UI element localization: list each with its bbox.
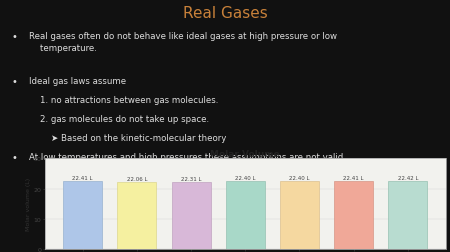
Text: •: • xyxy=(11,152,17,162)
Text: Real Gases: Real Gases xyxy=(183,6,267,21)
Title: Molar Volume: Molar Volume xyxy=(211,149,280,158)
Bar xyxy=(171,182,211,249)
Text: 22.41 L: 22.41 L xyxy=(343,176,364,180)
Bar xyxy=(226,182,265,249)
Bar xyxy=(334,182,373,249)
Text: 22.40 L: 22.40 L xyxy=(235,176,256,180)
Y-axis label: Molar volume (L): Molar volume (L) xyxy=(26,178,31,231)
Text: 22.06 L: 22.06 L xyxy=(126,177,147,181)
Text: ➤ Based on the kinetic-molecular theory: ➤ Based on the kinetic-molecular theory xyxy=(29,133,227,142)
Text: 22.40 L: 22.40 L xyxy=(289,176,310,180)
Text: •: • xyxy=(11,32,17,42)
Text: Ideal gas laws assume: Ideal gas laws assume xyxy=(29,76,126,85)
Bar xyxy=(280,182,319,249)
Bar xyxy=(388,182,428,249)
Bar xyxy=(117,183,157,249)
Text: •: • xyxy=(11,76,17,86)
Text: 22.31 L: 22.31 L xyxy=(181,176,201,181)
Text: 1. no attractions between gas molecules.: 1. no attractions between gas molecules. xyxy=(29,95,219,104)
Bar xyxy=(63,182,102,249)
Text: 2. gas molecules do not take up space.: 2. gas molecules do not take up space. xyxy=(29,114,209,123)
Text: Real gases often do not behave like ideal gases at high pressure or low
    temp: Real gases often do not behave like idea… xyxy=(29,32,337,52)
Text: At low temperatures and high pressures these assumptions are not valid.: At low temperatures and high pressures t… xyxy=(29,152,346,161)
Text: 22.42 L: 22.42 L xyxy=(397,175,418,180)
Text: 22.41 L: 22.41 L xyxy=(72,176,93,180)
